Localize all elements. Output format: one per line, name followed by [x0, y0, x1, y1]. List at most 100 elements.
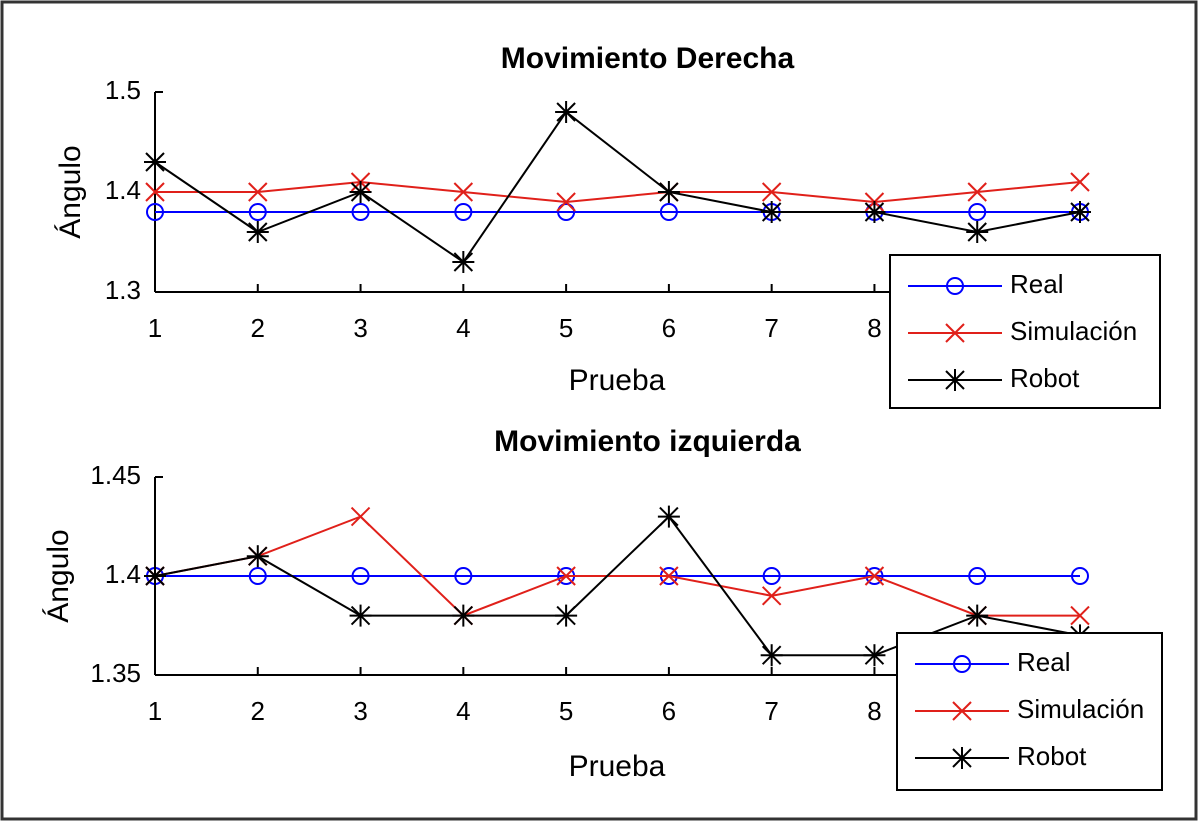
- y-tick-label: 1.3: [105, 275, 141, 305]
- data-point: [349, 604, 372, 627]
- data-point: [351, 567, 370, 585]
- x-tick-label: 2: [251, 313, 265, 343]
- data-point: [555, 604, 578, 627]
- marker-stroke: [1070, 605, 1090, 626]
- data-point: [863, 644, 886, 667]
- x-tick-label: 5: [559, 696, 573, 726]
- data-point: [146, 203, 164, 221]
- marker-circle: [351, 567, 370, 585]
- legend-marker: [951, 747, 973, 769]
- x-tick-label: 8: [867, 696, 881, 726]
- marker-stroke: [1070, 172, 1090, 192]
- legend-marker: [945, 323, 965, 343]
- data-point: [556, 192, 576, 212]
- data-point: [659, 566, 679, 586]
- data-point: [350, 506, 371, 527]
- y-tick-label: 1.5: [105, 75, 141, 105]
- marker-circle: [762, 567, 781, 585]
- data-point: [657, 181, 680, 203]
- data-point: [762, 567, 781, 585]
- y-tick-label: 1.35: [90, 658, 141, 688]
- marker-stroke: [350, 506, 371, 527]
- data-point: [864, 566, 885, 586]
- marker-circle: [1071, 567, 1089, 585]
- x-tick-label: 7: [764, 696, 778, 726]
- data-point: [865, 567, 884, 585]
- marker-stroke: [864, 566, 885, 586]
- marker-stroke: [952, 701, 972, 721]
- data-point: [248, 203, 267, 221]
- y-tick-label: 1.4: [105, 175, 141, 205]
- legend-label: Robot: [1017, 741, 1087, 771]
- y-tick-label: 1.45: [90, 460, 141, 490]
- x-tick-label: 4: [456, 313, 470, 343]
- data-point: [557, 203, 576, 221]
- marker-stroke: [967, 182, 987, 202]
- data-point: [863, 201, 886, 223]
- data-point: [761, 182, 782, 202]
- x-tick-label: 1: [148, 313, 162, 343]
- marker-stroke: [145, 182, 165, 202]
- x-tick-label: 3: [353, 313, 367, 343]
- legend-label: Simulación: [1010, 316, 1137, 346]
- legend-marker: [946, 277, 964, 295]
- data-point: [452, 604, 475, 627]
- legend-label: Real: [1010, 269, 1063, 299]
- marker-circle: [248, 203, 267, 221]
- data-point: [246, 221, 269, 243]
- data-point: [1071, 567, 1089, 585]
- data-point: [659, 203, 678, 221]
- marker-circle: [865, 567, 884, 585]
- x-tick-label: 5: [559, 313, 573, 343]
- legend-label: Real: [1017, 647, 1070, 677]
- marker-circle: [968, 203, 987, 221]
- data-point: [454, 567, 473, 585]
- x-tick-label: 6: [662, 313, 676, 343]
- x-tick-label: 7: [764, 313, 778, 343]
- data-point: [453, 182, 474, 202]
- marker-stroke: [556, 192, 576, 212]
- legend-marker: [952, 701, 972, 721]
- legend-marker: [953, 655, 971, 673]
- legend-label: Robot: [1010, 363, 1080, 393]
- data-point: [967, 182, 987, 202]
- marker-stroke: [761, 586, 782, 606]
- marker-circle: [953, 655, 971, 673]
- x-tick-label: 8: [867, 313, 881, 343]
- series-line: [154, 515, 1080, 617]
- data-point: [248, 567, 267, 585]
- chart-title: Movimiento Derecha: [501, 42, 795, 75]
- data-point: [760, 644, 783, 667]
- y-tick-label: 1.4: [105, 559, 141, 589]
- marker-circle: [454, 567, 473, 585]
- data-point: [246, 545, 269, 568]
- x-tick-label: 1: [148, 696, 162, 726]
- data-point: [968, 567, 987, 585]
- marker-circle: [946, 277, 964, 295]
- marker-circle: [248, 567, 267, 585]
- x-tick-label: 3: [353, 696, 367, 726]
- marker-stroke: [659, 566, 679, 586]
- x-tick-label: 2: [251, 696, 265, 726]
- x-tick-label: 6: [662, 696, 676, 726]
- data-point: [966, 221, 989, 243]
- x-axis-label: Prueba: [569, 364, 666, 397]
- data-point: [144, 565, 166, 587]
- legend-label: Simulación: [1017, 694, 1144, 724]
- legend-marker: [944, 369, 966, 391]
- marker-circle: [557, 203, 576, 221]
- marker-circle: [351, 203, 370, 221]
- data-point: [761, 586, 782, 606]
- data-point: [1069, 201, 1091, 223]
- chart-title: Movimiento izquierda: [494, 425, 801, 458]
- data-point: [145, 182, 165, 202]
- data-point: [657, 505, 680, 528]
- data-point: [556, 566, 576, 586]
- x-tick-label: 4: [456, 696, 470, 726]
- marker-stroke: [453, 182, 474, 202]
- data-point: [248, 182, 268, 202]
- marker-stroke: [945, 323, 965, 343]
- marker-stroke: [761, 182, 782, 202]
- data-point: [454, 203, 473, 221]
